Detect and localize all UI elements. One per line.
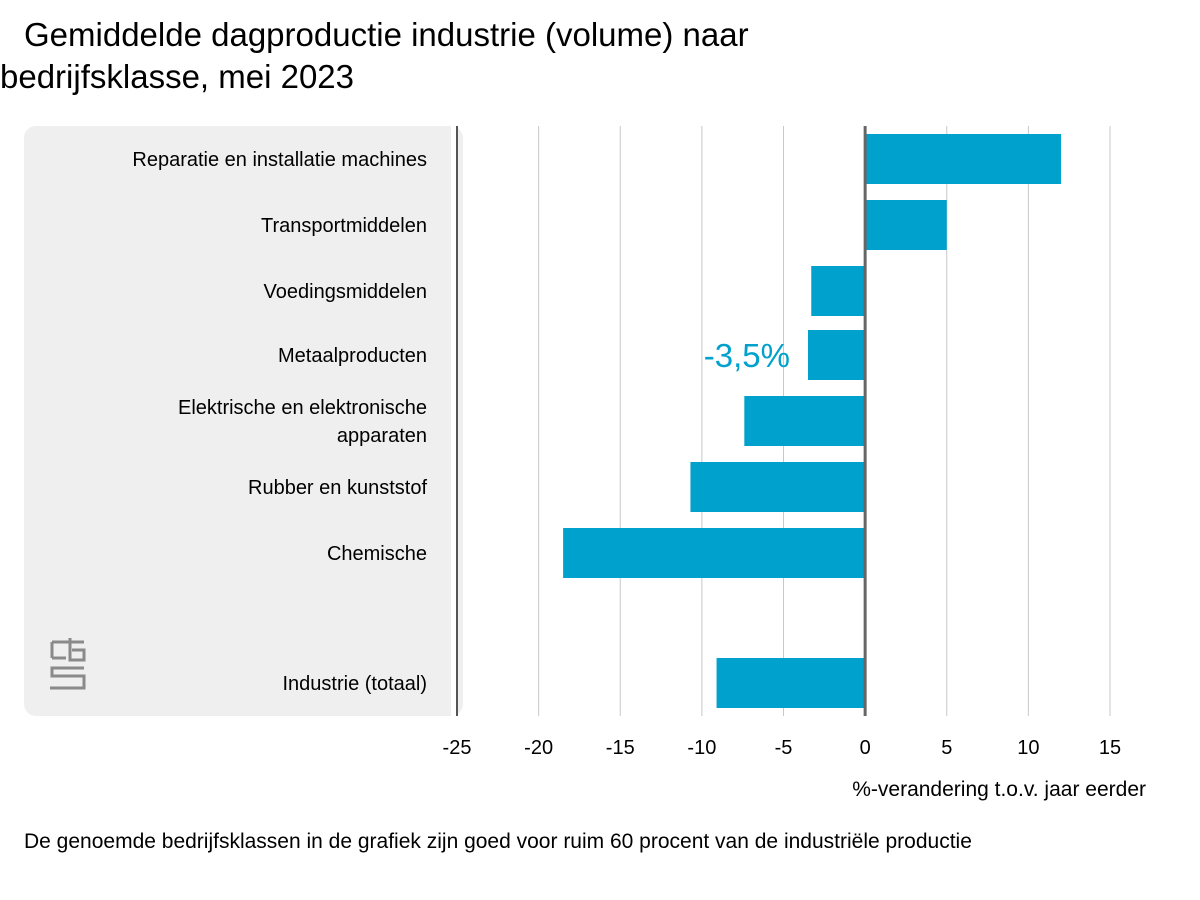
bar-6 bbox=[563, 528, 866, 578]
bar-2 bbox=[811, 266, 866, 316]
bar-5 bbox=[690, 462, 866, 512]
category-label: Metaalproducten bbox=[278, 345, 427, 367]
x-tick-label: -25 bbox=[443, 737, 472, 759]
x-tick-label: -20 bbox=[524, 737, 553, 759]
footnote: De genoemde bedrijfsklassen in de grafie… bbox=[24, 830, 972, 853]
chart-title-line-2: bedrijfsklasse, mei 2023 bbox=[0, 58, 355, 95]
x-tick-label: 15 bbox=[1099, 737, 1121, 759]
category-label: apparaten bbox=[337, 425, 427, 447]
bar-4 bbox=[744, 396, 866, 446]
category-label: Chemische bbox=[327, 543, 427, 565]
bar-7 bbox=[716, 658, 866, 708]
label-panel-edge bbox=[451, 126, 457, 716]
value-annotation: -3,5% bbox=[704, 337, 790, 374]
x-tick-label: 5 bbox=[941, 737, 952, 759]
cbs-logo-icon bbox=[50, 638, 86, 690]
x-tick-label: -15 bbox=[606, 737, 635, 759]
category-label: Voedingsmiddelen bbox=[264, 281, 427, 303]
category-label: Rubber en kunststof bbox=[248, 477, 427, 499]
bar-3 bbox=[807, 330, 866, 380]
label-panel bbox=[24, 126, 463, 716]
bar-1 bbox=[865, 200, 947, 250]
bar-chart: Reparatie en installatie machines Transpo… bbox=[24, 126, 1146, 801]
x-tick-label: -10 bbox=[687, 737, 716, 759]
bar-0 bbox=[865, 134, 1062, 184]
category-label: Industrie (totaal) bbox=[282, 673, 427, 695]
category-label: Reparatie en installatie machines bbox=[132, 149, 427, 171]
category-label: Transportmiddelen bbox=[261, 215, 427, 237]
category-label: Elektrische en elektronische bbox=[178, 397, 427, 419]
chart-title-line-1: Gemiddelde dagproductie industrie (volum… bbox=[24, 16, 749, 53]
chart-title: Gemiddelde dagproductie industrie (volum… bbox=[0, 14, 820, 98]
x-axis-label: %-verandering t.o.v. jaar eerder bbox=[852, 778, 1146, 801]
x-tick-label: -5 bbox=[775, 737, 793, 759]
x-tick-label: 0 bbox=[860, 737, 871, 759]
x-tick-label: 10 bbox=[1017, 737, 1039, 759]
